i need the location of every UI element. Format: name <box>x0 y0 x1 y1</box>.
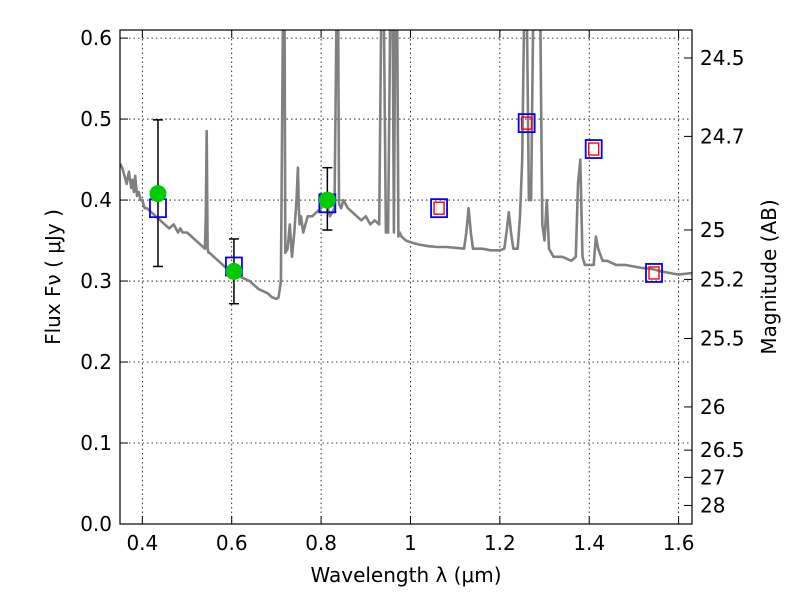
x-tick-label: 1 <box>404 531 417 555</box>
predicted-point <box>433 201 445 215</box>
y2-tick-label: 25 <box>700 218 725 242</box>
x-tick-label: 1.6 <box>663 531 695 555</box>
grid <box>120 30 692 525</box>
model-point <box>584 139 603 159</box>
y-tick-label: 0.3 <box>80 269 112 293</box>
y2-tick-label: 25.2 <box>700 267 745 291</box>
y-tick-label: 0.0 <box>80 512 112 536</box>
model-point <box>645 263 663 283</box>
predicted-point <box>648 266 660 280</box>
y2-tick-label: 26 <box>700 395 725 419</box>
y-tick-label: 0.5 <box>80 107 112 131</box>
predicted-point <box>587 142 600 156</box>
observed-point <box>149 185 167 203</box>
y2-tick-label: 24.7 <box>700 124 745 148</box>
model-point <box>430 198 448 219</box>
predicted-point <box>520 116 533 130</box>
y2-tick-label: 28 <box>700 493 725 517</box>
x-tick-label: 0.4 <box>126 531 158 555</box>
observed-point <box>318 191 336 209</box>
plot-area <box>120 30 692 305</box>
y-tick-label: 0.1 <box>80 431 112 455</box>
x-tick-label: 1.2 <box>484 531 516 555</box>
spectrum-line <box>120 30 692 301</box>
x-tick-label: 1.4 <box>573 531 605 555</box>
y2-tick-label: 24.5 <box>700 46 745 70</box>
axis-ticks: 0.4 0.6 0.8 1 1.2 1.4 1.6 0.0 0.1 0.2 0.3 0.4 0.5 0.6… <box>80 26 744 555</box>
x-tick-label: 0.8 <box>305 531 337 555</box>
observed-point <box>225 262 243 280</box>
y-axis-label: Flux Fν ( μJy ) <box>41 209 65 345</box>
model-point <box>517 113 536 134</box>
y2-axis-label: Magnitude (AB) <box>757 199 781 354</box>
y2-tick-label: 25.5 <box>700 326 745 350</box>
y2-tick-label: 26.5 <box>700 438 745 462</box>
y-tick-label: 0.4 <box>80 188 112 212</box>
plot-frame <box>119 29 693 525</box>
y-tick-label: 0.6 <box>80 26 112 50</box>
x-axis-label: Wavelength λ (μm) <box>310 563 501 587</box>
y2-tick-label: 27 <box>700 465 725 489</box>
x-tick-label: 0.6 <box>216 531 248 555</box>
y-tick-label: 0.2 <box>80 350 112 374</box>
